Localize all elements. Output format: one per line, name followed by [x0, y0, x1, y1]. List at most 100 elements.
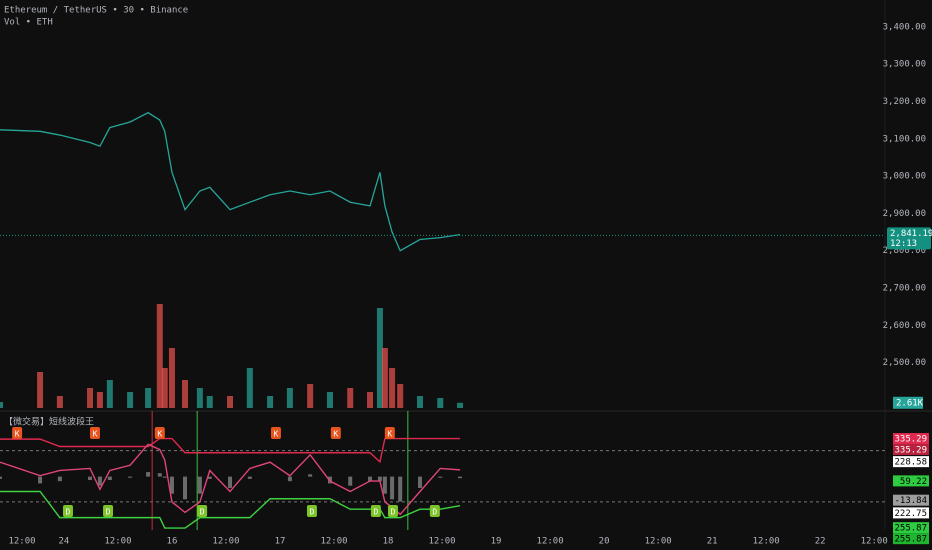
signal-label: D [310, 508, 315, 517]
axis-label: -222.75 [889, 509, 927, 519]
histogram-bar [382, 476, 387, 494]
axis-label: 228.58 [894, 458, 927, 468]
signal-label: D [391, 508, 396, 517]
y-tick-label: 3,400.00 [883, 22, 926, 32]
x-tick-label: 22 [815, 537, 826, 547]
volume-bar [286, 388, 293, 408]
histogram-bar [169, 476, 174, 494]
volume-bar [0, 402, 3, 408]
volume-bar [96, 392, 103, 408]
y-tick-label: 2,600.00 [883, 321, 926, 331]
indicator-title: 【微交易】短线波段王 [4, 416, 94, 428]
y-tick-label: 2,700.00 [883, 284, 926, 294]
y-tick-label: 2,800.00 [883, 246, 926, 256]
x-tick-label: 17 [275, 537, 286, 547]
axis-label-box [893, 507, 929, 519]
signal-label: K [274, 430, 279, 439]
y-tick-label: 3,200.00 [883, 97, 926, 107]
signal-badge [330, 427, 341, 439]
histogram-bar [247, 476, 252, 479]
signal-badge [384, 427, 395, 439]
histogram-bar [368, 476, 373, 482]
x-tick-label: 12:00 [8, 537, 35, 547]
signal-badge [370, 505, 381, 517]
histogram-bar [377, 476, 382, 482]
x-tick-label: 12:00 [104, 537, 131, 547]
signal-badge [103, 505, 114, 517]
histogram-bar [0, 476, 2, 479]
signal-badge [154, 427, 165, 439]
volume-bar [156, 304, 163, 408]
signal-badge [270, 427, 281, 439]
x-tick-label: 12:00 [212, 537, 239, 547]
volume-bar [389, 368, 396, 408]
signal-label: K [333, 430, 338, 439]
x-tick-label: 12:00 [320, 537, 347, 547]
histogram-bar [207, 476, 212, 479]
volume-bar [307, 384, 314, 408]
chart-title: Ethereum / TetherUS • 30 • Binance [4, 6, 188, 16]
axis-label-box [893, 456, 929, 468]
axis-label-box [893, 494, 929, 506]
y-tick-label: 2,900.00 [883, 209, 926, 219]
price-line [0, 111, 461, 252]
volume-bar [227, 396, 234, 408]
volume-bar [182, 380, 189, 408]
signal-label: K [387, 430, 392, 439]
volume-bar [457, 402, 464, 408]
histogram-bar [57, 476, 62, 482]
x-tick-label: 12:00 [861, 537, 888, 547]
volume-bar [161, 368, 168, 408]
axis-label: 335.29 [894, 446, 927, 456]
volume-bar [37, 372, 44, 408]
signal-label: D [66, 508, 71, 517]
volume-bar [87, 388, 94, 408]
histogram-bar [146, 472, 151, 477]
signal-badge [89, 427, 100, 439]
axis-label: -13.84 [894, 496, 927, 506]
x-tick-label: 19 [491, 537, 502, 547]
y-tick-label: 3,100.00 [883, 134, 926, 144]
axis-label: -255.87 [889, 535, 927, 545]
last-price-box [887, 227, 931, 250]
volume-bar [106, 380, 113, 408]
histogram-bar [390, 476, 395, 500]
volume-bar [56, 396, 63, 408]
indicator-line [0, 490, 461, 529]
x-tick-label: 12:00 [753, 537, 780, 547]
histogram-bar [308, 474, 313, 477]
volume-bar [196, 388, 203, 408]
volume-bar [326, 392, 333, 408]
histogram-bar [162, 476, 167, 478]
volume-bar [206, 396, 213, 408]
histogram-bar [438, 476, 443, 478]
volume-bar [437, 398, 444, 408]
signal-label: K [157, 430, 162, 439]
volume-bar [168, 348, 175, 408]
volume-bar [347, 388, 354, 408]
volume-bar [145, 388, 152, 408]
volume-bar [267, 396, 274, 408]
axis-label-box [893, 475, 929, 487]
signal-badge [306, 505, 317, 517]
x-tick-label: 24 [58, 537, 69, 547]
axis-label: -255.87 [889, 524, 927, 534]
volume-bar [246, 368, 253, 408]
volume-bar [127, 392, 134, 408]
histogram-bar [228, 476, 233, 488]
histogram-bar [287, 476, 292, 482]
histogram-bar [458, 476, 463, 479]
signal-badge [62, 505, 73, 517]
axis-label: 335.29 [894, 435, 927, 445]
volume-label: 2.61K [896, 398, 924, 408]
volume-bar [376, 308, 383, 408]
y-tick-label: 2,500.00 [883, 358, 926, 368]
last-price-label: 2,841.19 [890, 229, 932, 239]
signal-badge [429, 505, 440, 517]
signal-label: D [373, 508, 378, 517]
histogram-bar [398, 476, 403, 502]
indicator-line [0, 443, 461, 516]
volume-bar [416, 396, 423, 408]
